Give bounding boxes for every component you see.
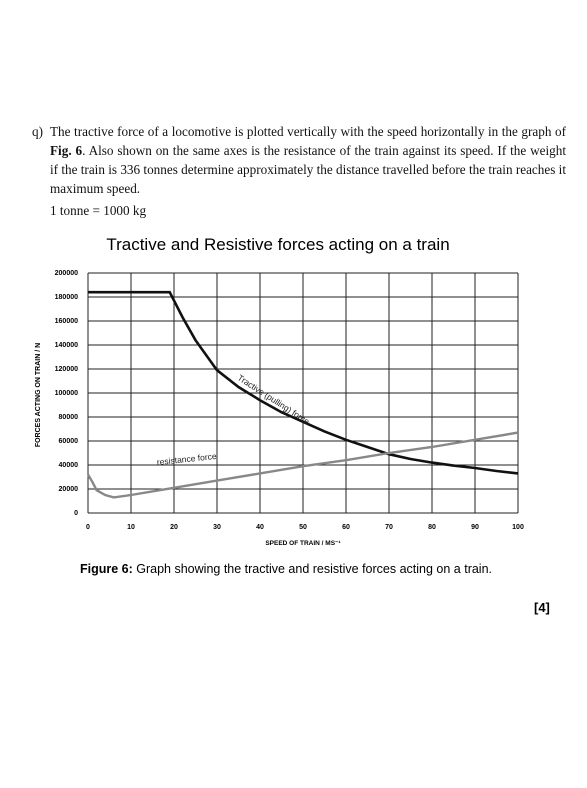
y-tick-label: 180000 (55, 294, 78, 301)
y-tick-label: 80000 (59, 414, 79, 421)
y-tick-label: 0 (74, 510, 78, 517)
x-tick-label: 30 (213, 524, 221, 531)
x-tick-label: 0 (86, 524, 90, 531)
x-axis-label: SPEED OF TRAIN / MS⁻¹ (265, 540, 340, 547)
series-line (88, 290, 519, 475)
x-tick-label: 80 (428, 524, 436, 531)
x-tick-label: 60 (342, 524, 350, 531)
x-tick-label: 10 (127, 524, 135, 531)
text: . Also shown on the same axes is the res… (50, 143, 566, 196)
chart-title: Tractive and Resistive forces acting on … (106, 235, 449, 254)
x-tick-label: 20 (170, 524, 178, 531)
x-tick-label: 40 (256, 524, 264, 531)
question: q) The tractive force of a locomotive is… (32, 122, 566, 220)
unit-note: 1 tonne = 1000 kg (50, 203, 147, 218)
text: The tractive force of a locomotive is pl… (50, 124, 566, 139)
series-line (86, 431, 519, 499)
y-tick-label: 120000 (55, 366, 78, 373)
x-tick-label: 90 (471, 524, 479, 531)
y-tick-label: 20000 (59, 486, 79, 493)
question-label: q) (32, 124, 43, 139)
y-tick-label: 40000 (59, 462, 79, 469)
series-label: Tractive (pulling) force (236, 372, 312, 426)
y-tick-label: 60000 (59, 438, 79, 445)
y-tick-label: 140000 (55, 342, 78, 349)
figure-ref: Fig. 6 (50, 143, 83, 158)
y-tick-label: 200000 (55, 270, 78, 277)
caption-text: Graph showing the tractive and resistive… (133, 562, 492, 576)
y-axis-label: FORCES ACTING ON TRAIN / N (35, 343, 42, 447)
x-tick-label: 50 (299, 524, 307, 531)
y-tick-label: 160000 (55, 318, 78, 325)
y-tick-label: 100000 (55, 390, 78, 397)
figure-caption: Figure 6: Graph showing the tractive and… (80, 562, 492, 576)
caption-label: Figure 6: (80, 562, 133, 576)
question-text: The tractive force of a locomotive is pl… (50, 122, 566, 198)
marks: [4] (534, 600, 550, 615)
x-tick-label: 70 (385, 524, 393, 531)
x-tick-label: 100 (512, 524, 524, 531)
